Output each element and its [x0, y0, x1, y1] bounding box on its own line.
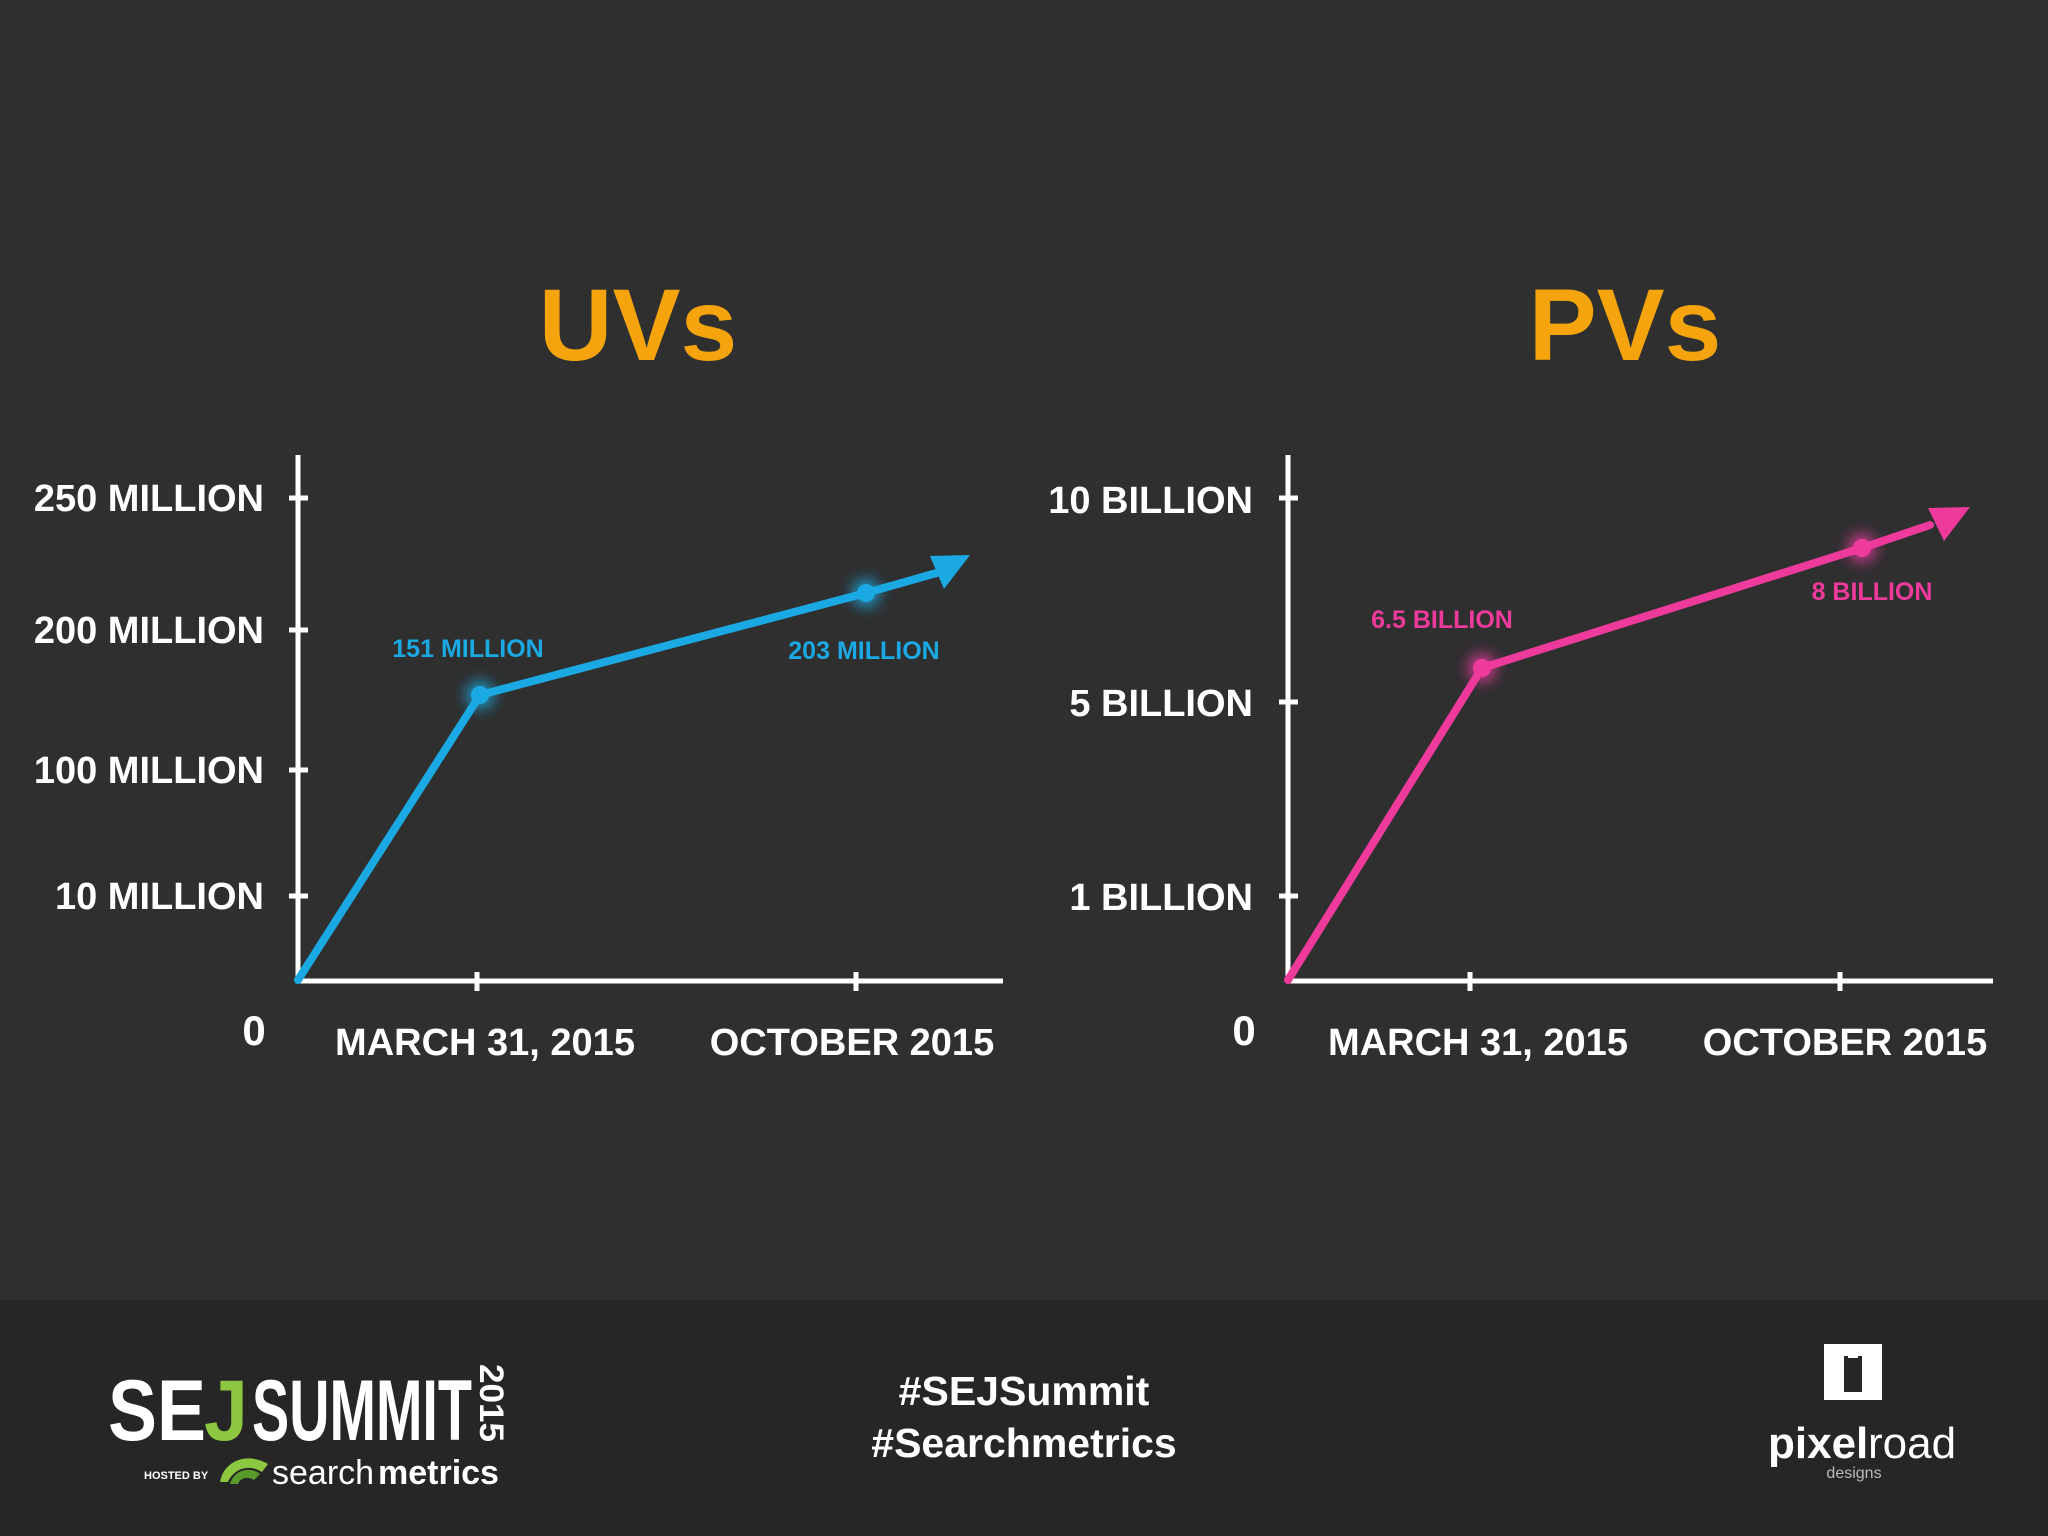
- pv-x-label-march: MARCH 31, 2015: [1328, 1022, 1628, 1064]
- pv-point-october: [1853, 539, 1871, 557]
- pv-series-arrowhead: [1928, 507, 1970, 541]
- hashtags: #SEJSummit #Searchmetrics: [0, 1365, 2048, 1469]
- uv-series: 151 MILLION 203 MILLION: [294, 555, 970, 984]
- uv-chart-title: UVs: [539, 268, 737, 382]
- sej-logo-metrics: metrics: [378, 1454, 499, 1490]
- pv-point-march: [1473, 659, 1491, 677]
- sej-logo-year: 2015: [472, 1364, 510, 1442]
- pv-origin-label: 0: [1232, 1007, 1255, 1054]
- footer-bar: SE J SUMMIT 2015 HOSTED BY search metric…: [0, 1300, 2048, 1536]
- pv-y-label-5: 5 BILLION: [1069, 683, 1253, 725]
- sej-logo-j: J: [204, 1363, 248, 1459]
- pixelroad-logo-icon-notch: [1848, 1352, 1858, 1358]
- pixelroad-logo-designs: designs: [1826, 1465, 1881, 1482]
- searchmetrics-swoosh-icon: [220, 1458, 268, 1482]
- uv-chart: UVs 250 MILLION 200 MILLION 100 MILLION …: [34, 268, 1003, 1064]
- uv-y-label-100: 100 MILLION: [34, 750, 264, 792]
- pv-chart: PVs 10 BILLION 5 BILLION 1 BILLION 0 MAR…: [1048, 268, 1993, 1064]
- uv-y-label-250: 250 MILLION: [34, 478, 264, 520]
- uv-point-march: [471, 686, 489, 704]
- pv-data-label-october: 8 BILLION: [1812, 578, 1933, 606]
- uv-series-arrowhead: [930, 555, 970, 589]
- sej-logo-search: search: [272, 1454, 374, 1490]
- uv-x-label-october: OCTOBER 2015: [710, 1022, 994, 1064]
- pv-chart-title: PVs: [1529, 268, 1722, 382]
- pixelroad-logo-icon-cutout: [1844, 1356, 1862, 1392]
- searchmetrics-swoosh-inner-icon: [230, 1469, 260, 1484]
- uv-series-line: [294, 589, 870, 984]
- uv-data-label-october: 203 MILLION: [788, 637, 939, 665]
- uv-data-label-march: 151 MILLION: [392, 635, 543, 663]
- sej-summit-logo: SE J SUMMIT 2015 HOSTED BY search metric…: [108, 1363, 510, 1490]
- pixelroad-logo: pixel road designs: [1768, 1344, 1956, 1482]
- charts-canvas: UVs 250 MILLION 200 MILLION 100 MILLION …: [34, 268, 1993, 1064]
- uv-point-october: [857, 584, 875, 602]
- pv-y-label-10: 10 BILLION: [1048, 480, 1253, 522]
- sej-logo-summit: SUMMIT: [252, 1363, 472, 1459]
- sej-logo-se: SE: [108, 1363, 206, 1459]
- hashtag-sejsummit: #SEJSummit: [898, 1368, 1150, 1414]
- uv-y-label-200: 200 MILLION: [34, 610, 264, 652]
- hashtag-searchmetrics: #Searchmetrics: [871, 1420, 1177, 1466]
- pixelroad-logo-pixel: pixel: [1768, 1419, 1868, 1468]
- uv-x-label-march: MARCH 31, 2015: [335, 1022, 635, 1064]
- uv-y-label-10: 10 MILLION: [55, 876, 264, 918]
- pv-x-label-october: OCTOBER 2015: [1703, 1022, 1987, 1064]
- pixelroad-logo-road: road: [1868, 1419, 1956, 1468]
- pv-data-label-march: 6.5 BILLION: [1371, 606, 1513, 634]
- sej-logo-hosted-by: HOSTED BY: [144, 1470, 209, 1482]
- pv-series: 6.5 BILLION 8 BILLION: [1284, 507, 1970, 984]
- uv-origin-label: 0: [242, 1007, 265, 1054]
- pv-y-label-1: 1 BILLION: [1069, 877, 1253, 919]
